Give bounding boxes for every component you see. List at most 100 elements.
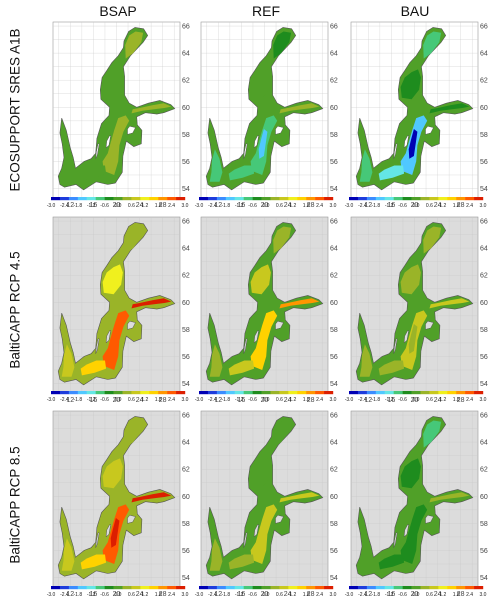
colorbar-tick-label: 0.6: [276, 397, 283, 403]
y-tick-label: 64: [330, 51, 338, 58]
colorbar-tick-label: -1.2: [235, 397, 244, 403]
colorbar-swatch: [402, 197, 412, 201]
colorbar-swatch: [288, 391, 298, 395]
colorbar-swatch: [207, 586, 218, 590]
colorbar-tick-label: -2.4: [60, 203, 69, 209]
colorbar-tick-label: 1.8: [303, 592, 310, 598]
region-bothnian-sea: [400, 458, 421, 489]
y-tick-label: 54: [480, 381, 488, 388]
y-tick-label: 56: [330, 159, 338, 166]
colorbar-tick-label: 0.0: [413, 397, 420, 403]
colorbar-swatch: [261, 391, 271, 395]
island: [95, 338, 100, 354]
colorbar-row1-bsap: -3.0 -2.4 -1.8 -1.2 -0.6 0.0 0.6 1.2 1.8 2.4 3.0: [45, 197, 190, 211]
colorbar-swatch: [261, 586, 271, 590]
colorbar-swatch: [384, 391, 394, 395]
colorbar-swatch: [315, 197, 325, 201]
colorbar-swatch: [77, 586, 87, 590]
region-bothnian-sea: [400, 69, 421, 100]
island: [403, 524, 409, 538]
colorbar-tick-label: 2.4: [316, 592, 323, 598]
colorbar-swatch: [131, 391, 141, 395]
region-gotland-deep: [110, 129, 120, 159]
region-southern-baltic: [80, 360, 107, 376]
colorbar-tick-label: -0.6: [100, 397, 109, 403]
colorbar-tick-label: 1.8: [453, 203, 460, 209]
region-gotland-deep: [110, 518, 120, 548]
y-tick-label: 62: [480, 78, 488, 85]
colorbar-tick-label: 2.4: [466, 203, 473, 209]
island: [127, 320, 136, 330]
sea-coastal: [205, 222, 324, 386]
colorbar-swatch: [122, 391, 132, 395]
map-panel-rcp45-bsap: 12 16 20 24 28 54 56 58 60 62 64 66: [45, 213, 190, 408]
map-panel-rcp45-bau: 12 16 20 24 28 54 56 58 60 62 64 66: [343, 213, 488, 408]
colorbar-swatch: [86, 391, 96, 395]
colorbar-tick-label: 1.8: [155, 592, 162, 598]
colorbar-swatch: [199, 391, 209, 395]
colorbar-swatch: [167, 586, 177, 590]
region-danish-straits: [61, 538, 75, 571]
colorbar-tick-label: 3.0: [480, 397, 487, 403]
colorbar-tick-label: 2.4: [316, 397, 323, 403]
island: [275, 514, 284, 524]
colorbar-tick-label: 0.0: [263, 397, 270, 403]
y-tick-label: 58: [330, 132, 338, 139]
region-bothnian-bay: [125, 31, 144, 59]
colorbar-tick-label: -3.0: [345, 592, 354, 598]
colorbar-swatch: [349, 391, 359, 395]
colorbar-swatch: [199, 197, 209, 201]
colorbar-tick-label: 2.4: [466, 592, 473, 598]
island: [393, 532, 398, 548]
y-tick-label: 64: [182, 440, 190, 447]
y-tick-label: 58: [182, 132, 190, 139]
colorbar-swatch: [324, 586, 334, 590]
colorbar-swatch: [176, 391, 186, 395]
region-gulf-of-finland: [429, 298, 470, 309]
baltic-map: 12 16 20 24 28 54 56 58 60 62 64 66: [350, 21, 488, 209]
region-gulf-of-finland: [429, 492, 470, 503]
colorbar-swatch: [86, 586, 96, 590]
region-danish-straits: [209, 149, 223, 182]
colorbar-tick-label: -0.6: [100, 203, 109, 209]
x-tick-label: 28: [159, 202, 167, 209]
x-tick-label: 16: [388, 591, 396, 598]
island: [243, 532, 248, 548]
baltic-map: 12 16 20 24 28 54 56 58 60 62 64 66: [200, 21, 338, 209]
x-tick-label: 24: [136, 591, 144, 598]
colorbar-tick-label: -3.0: [195, 592, 204, 598]
y-tick-label: 62: [480, 273, 488, 280]
colorbar-swatch: [438, 391, 448, 395]
colorbar-swatch: [393, 391, 403, 395]
colorbar-swatch: [51, 391, 61, 395]
row-label-balticapp-rcp45: BaltiCAPP RCP 4.5: [7, 251, 23, 369]
y-tick-label: 60: [330, 300, 338, 307]
colorbar-swatch: [68, 197, 78, 201]
colorbar-tick-label: 1.2: [439, 397, 446, 403]
y-tick-label: 66: [330, 413, 338, 420]
colorbar-tick-label: 3.0: [330, 203, 337, 209]
colorbar-tick-label: -1.8: [371, 592, 380, 598]
colorbar-tick-label: 0.6: [426, 397, 433, 403]
colorbar-swatch: [270, 391, 280, 395]
x-tick-label: 24: [434, 202, 442, 209]
colorbar-swatch: [113, 391, 123, 395]
colorbar-swatch: [59, 197, 70, 201]
colorbar-row1-ref: -3.0 -2.4 -1.8 -1.2 -0.6 0.0 0.6 1.2 1.8 2.4 3.0: [193, 197, 338, 211]
island: [275, 125, 284, 135]
colorbar-tick-label: 1.2: [141, 203, 148, 209]
colorbar-swatch: [429, 586, 439, 590]
colorbar-tick-label: -1.8: [221, 592, 230, 598]
y-tick-label: 62: [480, 467, 488, 474]
y-tick-label: 64: [330, 440, 338, 447]
y-tick-label: 54: [330, 575, 338, 582]
x-tick-label: 20: [261, 397, 269, 404]
colorbar-tick-label: 1.8: [303, 203, 310, 209]
region-gotland-deep: [258, 324, 268, 354]
x-tick-label: 24: [136, 397, 144, 404]
region-gotland-deep: [408, 129, 418, 159]
island: [393, 143, 398, 159]
x-tick-label: 24: [284, 202, 292, 209]
y-tick-label: 54: [330, 381, 338, 388]
x-tick-label: 12: [214, 202, 222, 209]
